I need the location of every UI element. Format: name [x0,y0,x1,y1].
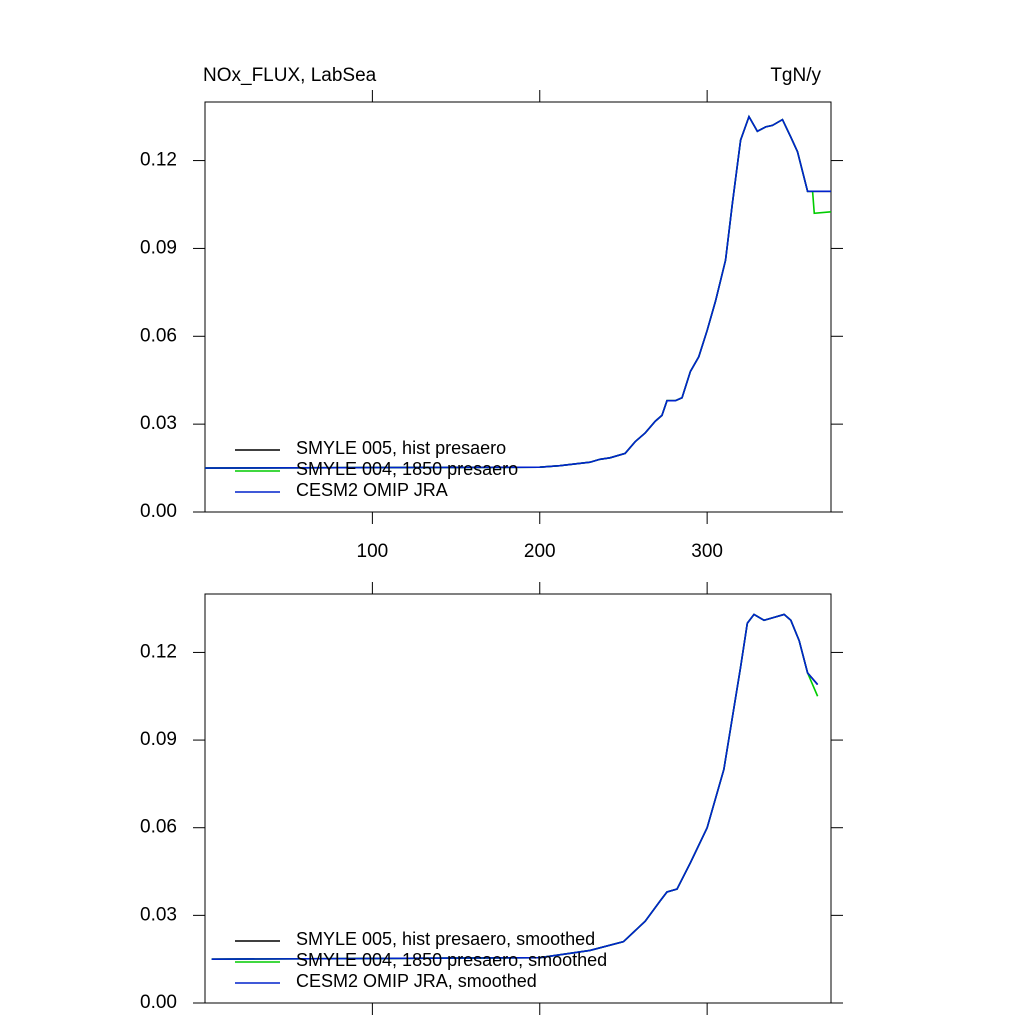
legend-label: CESM2 OMIP JRA, smoothed [296,971,537,991]
y-tick-label: 0.09 [140,729,177,750]
legend-label: SMYLE 005, hist presaero, smoothed [296,929,595,949]
y-tick-label: 0.12 [140,641,177,662]
y-tick-label: 0.03 [140,413,177,434]
y-tick-label: 0.03 [140,904,177,925]
units-label: TgN/y [770,65,821,86]
y-tick-label: 0.06 [140,817,177,838]
plot-frame [204,593,832,1004]
y-tick-label: 0.12 [140,150,177,171]
chart-title: NOx_FLUX, LabSea [203,65,377,86]
y-tick-label: 0.06 [140,325,177,346]
y-tick-label: 0.00 [140,501,177,522]
series-line [211,613,819,960]
legend-label: SMYLE 005, hist presaero [296,438,506,458]
x-tick-label: 300 [691,541,723,562]
series-line [204,114,831,469]
legend-label: CESM2 OMIP JRA [296,480,448,500]
y-tick-label: 0.09 [140,237,177,258]
series-line [211,613,819,960]
y-tick-label: 0.00 [140,992,177,1013]
legend-label: SMYLE 004, 1850 presaero, smoothed [296,950,607,970]
x-tick-label: 100 [357,541,389,562]
plot-frame [204,101,832,513]
legend-label: SMYLE 004, 1850 presaero [296,459,518,479]
x-tick-label: 200 [524,541,556,562]
series-line [211,613,819,960]
